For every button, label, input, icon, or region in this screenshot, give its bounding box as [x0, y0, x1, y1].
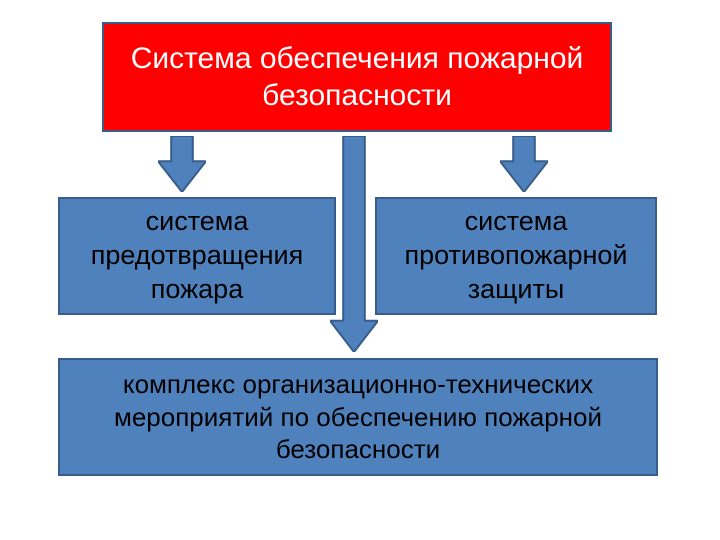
arrow-right-icon [500, 136, 548, 192]
right-text: система противопожарной защиты [387, 205, 645, 306]
title-text: Система обеспечения пожарной безопасност… [114, 40, 600, 115]
bottom-box: комплекс организационно-технических меро… [58, 358, 658, 476]
bottom-text: комплекс организационно-технических меро… [70, 368, 646, 466]
title-box: Система обеспечения пожарной безопасност… [102, 22, 612, 132]
left-text: система предотвращения пожара [70, 205, 324, 306]
right-box: система противопожарной защиты [375, 197, 657, 315]
left-box: система предотвращения пожара [58, 197, 336, 315]
arrow-center-icon [330, 136, 378, 352]
arrow-left-icon [158, 136, 206, 192]
